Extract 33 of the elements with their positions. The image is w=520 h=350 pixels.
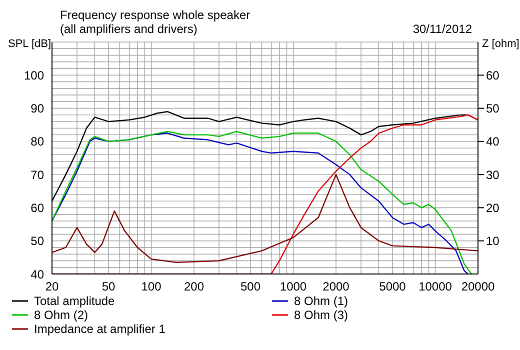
x-tick-label: 1000 bbox=[280, 280, 307, 294]
x-tick-label: 20000 bbox=[461, 280, 496, 294]
legend-label: Total amplitude bbox=[34, 294, 115, 308]
y2-tick-label: 50 bbox=[486, 102, 500, 116]
legend-label: Impedance at amplifier 1 bbox=[34, 322, 166, 336]
y2-tick-label: 20 bbox=[486, 200, 500, 215]
x-tick-label: 20 bbox=[45, 280, 59, 294]
chart-title: Frequency response whole speaker bbox=[59, 8, 252, 22]
y2-tick-label: 10 bbox=[486, 234, 500, 248]
y-axis-title: SPL [dB] bbox=[8, 38, 52, 50]
x-tick-label: 5000 bbox=[379, 280, 406, 294]
y-tick-label: 50 bbox=[30, 234, 44, 248]
x-tick-label: 10000 bbox=[418, 280, 452, 294]
x-tick-label: 100 bbox=[141, 280, 162, 294]
y2-tick-label: 40 bbox=[486, 134, 500, 149]
y2-tick-label: 30 bbox=[486, 168, 500, 182]
y-tick-label: 70 bbox=[30, 168, 44, 182]
x-tick-label: 2000 bbox=[322, 280, 350, 294]
legend-label: 8 Ohm (2) bbox=[34, 308, 88, 322]
y-tick-label: 90 bbox=[30, 102, 44, 116]
y-tick-label: 40 bbox=[30, 267, 44, 282]
x-tick-label: 200 bbox=[184, 280, 204, 294]
x-tick-label: 50 bbox=[102, 280, 116, 294]
legend-label: 8 Ohm (3) bbox=[294, 308, 348, 322]
text: 30/11/2012 bbox=[412, 22, 472, 36]
x-tick-label: 500 bbox=[240, 280, 261, 294]
y2-tick-label: 60 bbox=[486, 68, 500, 82]
y2-axis-title: Z [ohm] bbox=[482, 38, 520, 50]
y-tick-label: 60 bbox=[30, 200, 44, 215]
y-tick-label: 100 bbox=[24, 68, 44, 82]
legend-label: 8 Ohm (1) bbox=[294, 294, 348, 308]
y-tick-label: 80 bbox=[30, 134, 44, 149]
chart-subtitle: (all amplifiers and drivers) bbox=[60, 22, 198, 36]
